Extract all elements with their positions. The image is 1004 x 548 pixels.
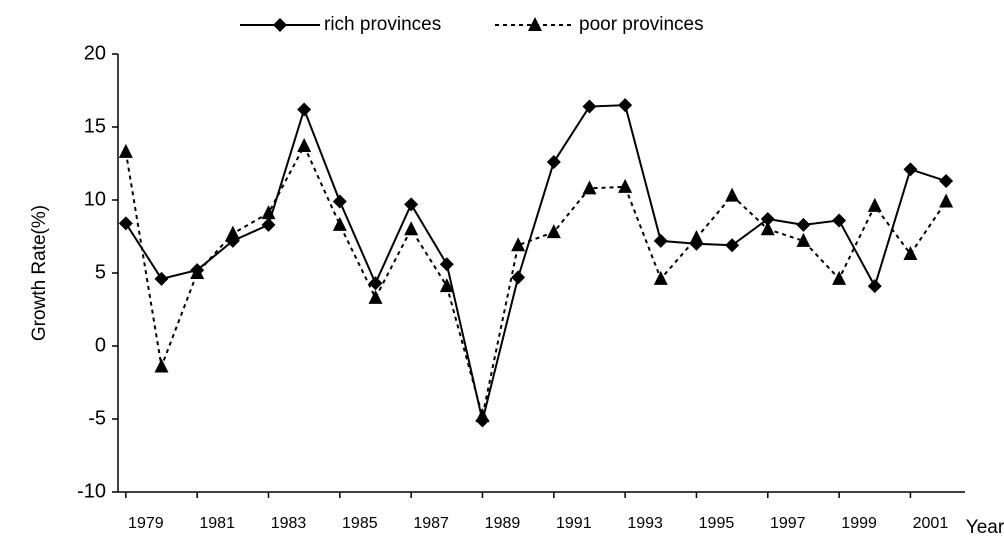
- marker: [118, 143, 133, 158]
- x-tick-label: 1997: [770, 515, 806, 532]
- marker: [439, 257, 454, 272]
- marker: [903, 162, 918, 177]
- marker: [582, 180, 597, 195]
- x-tick-label: 1999: [841, 515, 877, 532]
- marker: [796, 232, 811, 247]
- marker: [725, 238, 740, 253]
- marker: [368, 289, 383, 304]
- x-tick-label: 2001: [913, 515, 949, 532]
- marker: [689, 229, 704, 244]
- marker: [404, 221, 419, 236]
- marker: [618, 178, 633, 193]
- marker: [832, 270, 847, 285]
- x-axis-label: Year: [966, 517, 1004, 538]
- marker: [760, 211, 775, 226]
- marker: [832, 213, 847, 228]
- marker: [511, 270, 526, 285]
- marker: [582, 99, 597, 114]
- legend-label: rich provinces: [324, 14, 441, 35]
- marker: [118, 216, 133, 231]
- x-tick-label: 1983: [271, 515, 307, 532]
- marker: [528, 17, 542, 31]
- marker: [867, 279, 882, 294]
- marker: [297, 137, 312, 152]
- marker: [154, 358, 169, 373]
- marker: [332, 216, 347, 231]
- y-tick-label: 20: [84, 42, 106, 64]
- series-line: [124, 143, 947, 417]
- x-tick-label: 1989: [485, 515, 521, 532]
- marker: [225, 225, 240, 240]
- marker: [297, 102, 312, 117]
- y-tick-label: 10: [84, 188, 106, 210]
- marker: [903, 246, 918, 261]
- marker: [653, 270, 668, 285]
- x-tick-label: 1995: [699, 515, 735, 532]
- marker: [511, 237, 526, 252]
- y-axis-label: Growth Rate(%): [29, 205, 50, 341]
- marker: [618, 98, 633, 113]
- marker: [475, 408, 490, 423]
- marker: [261, 205, 276, 220]
- y-tick-label: -10: [77, 480, 106, 502]
- x-tick-label: 1987: [413, 515, 449, 532]
- x-tick-label: 1985: [342, 515, 378, 532]
- marker: [273, 18, 287, 32]
- legend-label: poor provinces: [579, 14, 704, 35]
- marker: [546, 155, 561, 170]
- y-tick-label: -5: [88, 407, 106, 429]
- marker: [939, 174, 954, 189]
- marker: [725, 187, 740, 202]
- marker: [796, 217, 811, 232]
- marker: [190, 265, 205, 279]
- x-tick-label: 1981: [199, 515, 235, 532]
- marker: [154, 271, 169, 286]
- marker: [867, 197, 882, 212]
- y-tick-label: 15: [84, 115, 106, 137]
- y-tick-label: 0: [95, 334, 106, 356]
- y-tick-label: 5: [95, 261, 106, 283]
- marker: [261, 217, 276, 232]
- marker: [939, 193, 954, 208]
- marker: [332, 194, 347, 209]
- marker: [760, 221, 775, 236]
- marker: [404, 197, 419, 212]
- x-tick-label: 1991: [556, 515, 592, 532]
- marker: [546, 224, 561, 239]
- x-tick-label: 1979: [128, 515, 164, 532]
- marker: [368, 276, 383, 291]
- marker: [439, 278, 454, 293]
- x-tick-label: 1993: [627, 515, 663, 532]
- marker: [653, 233, 668, 248]
